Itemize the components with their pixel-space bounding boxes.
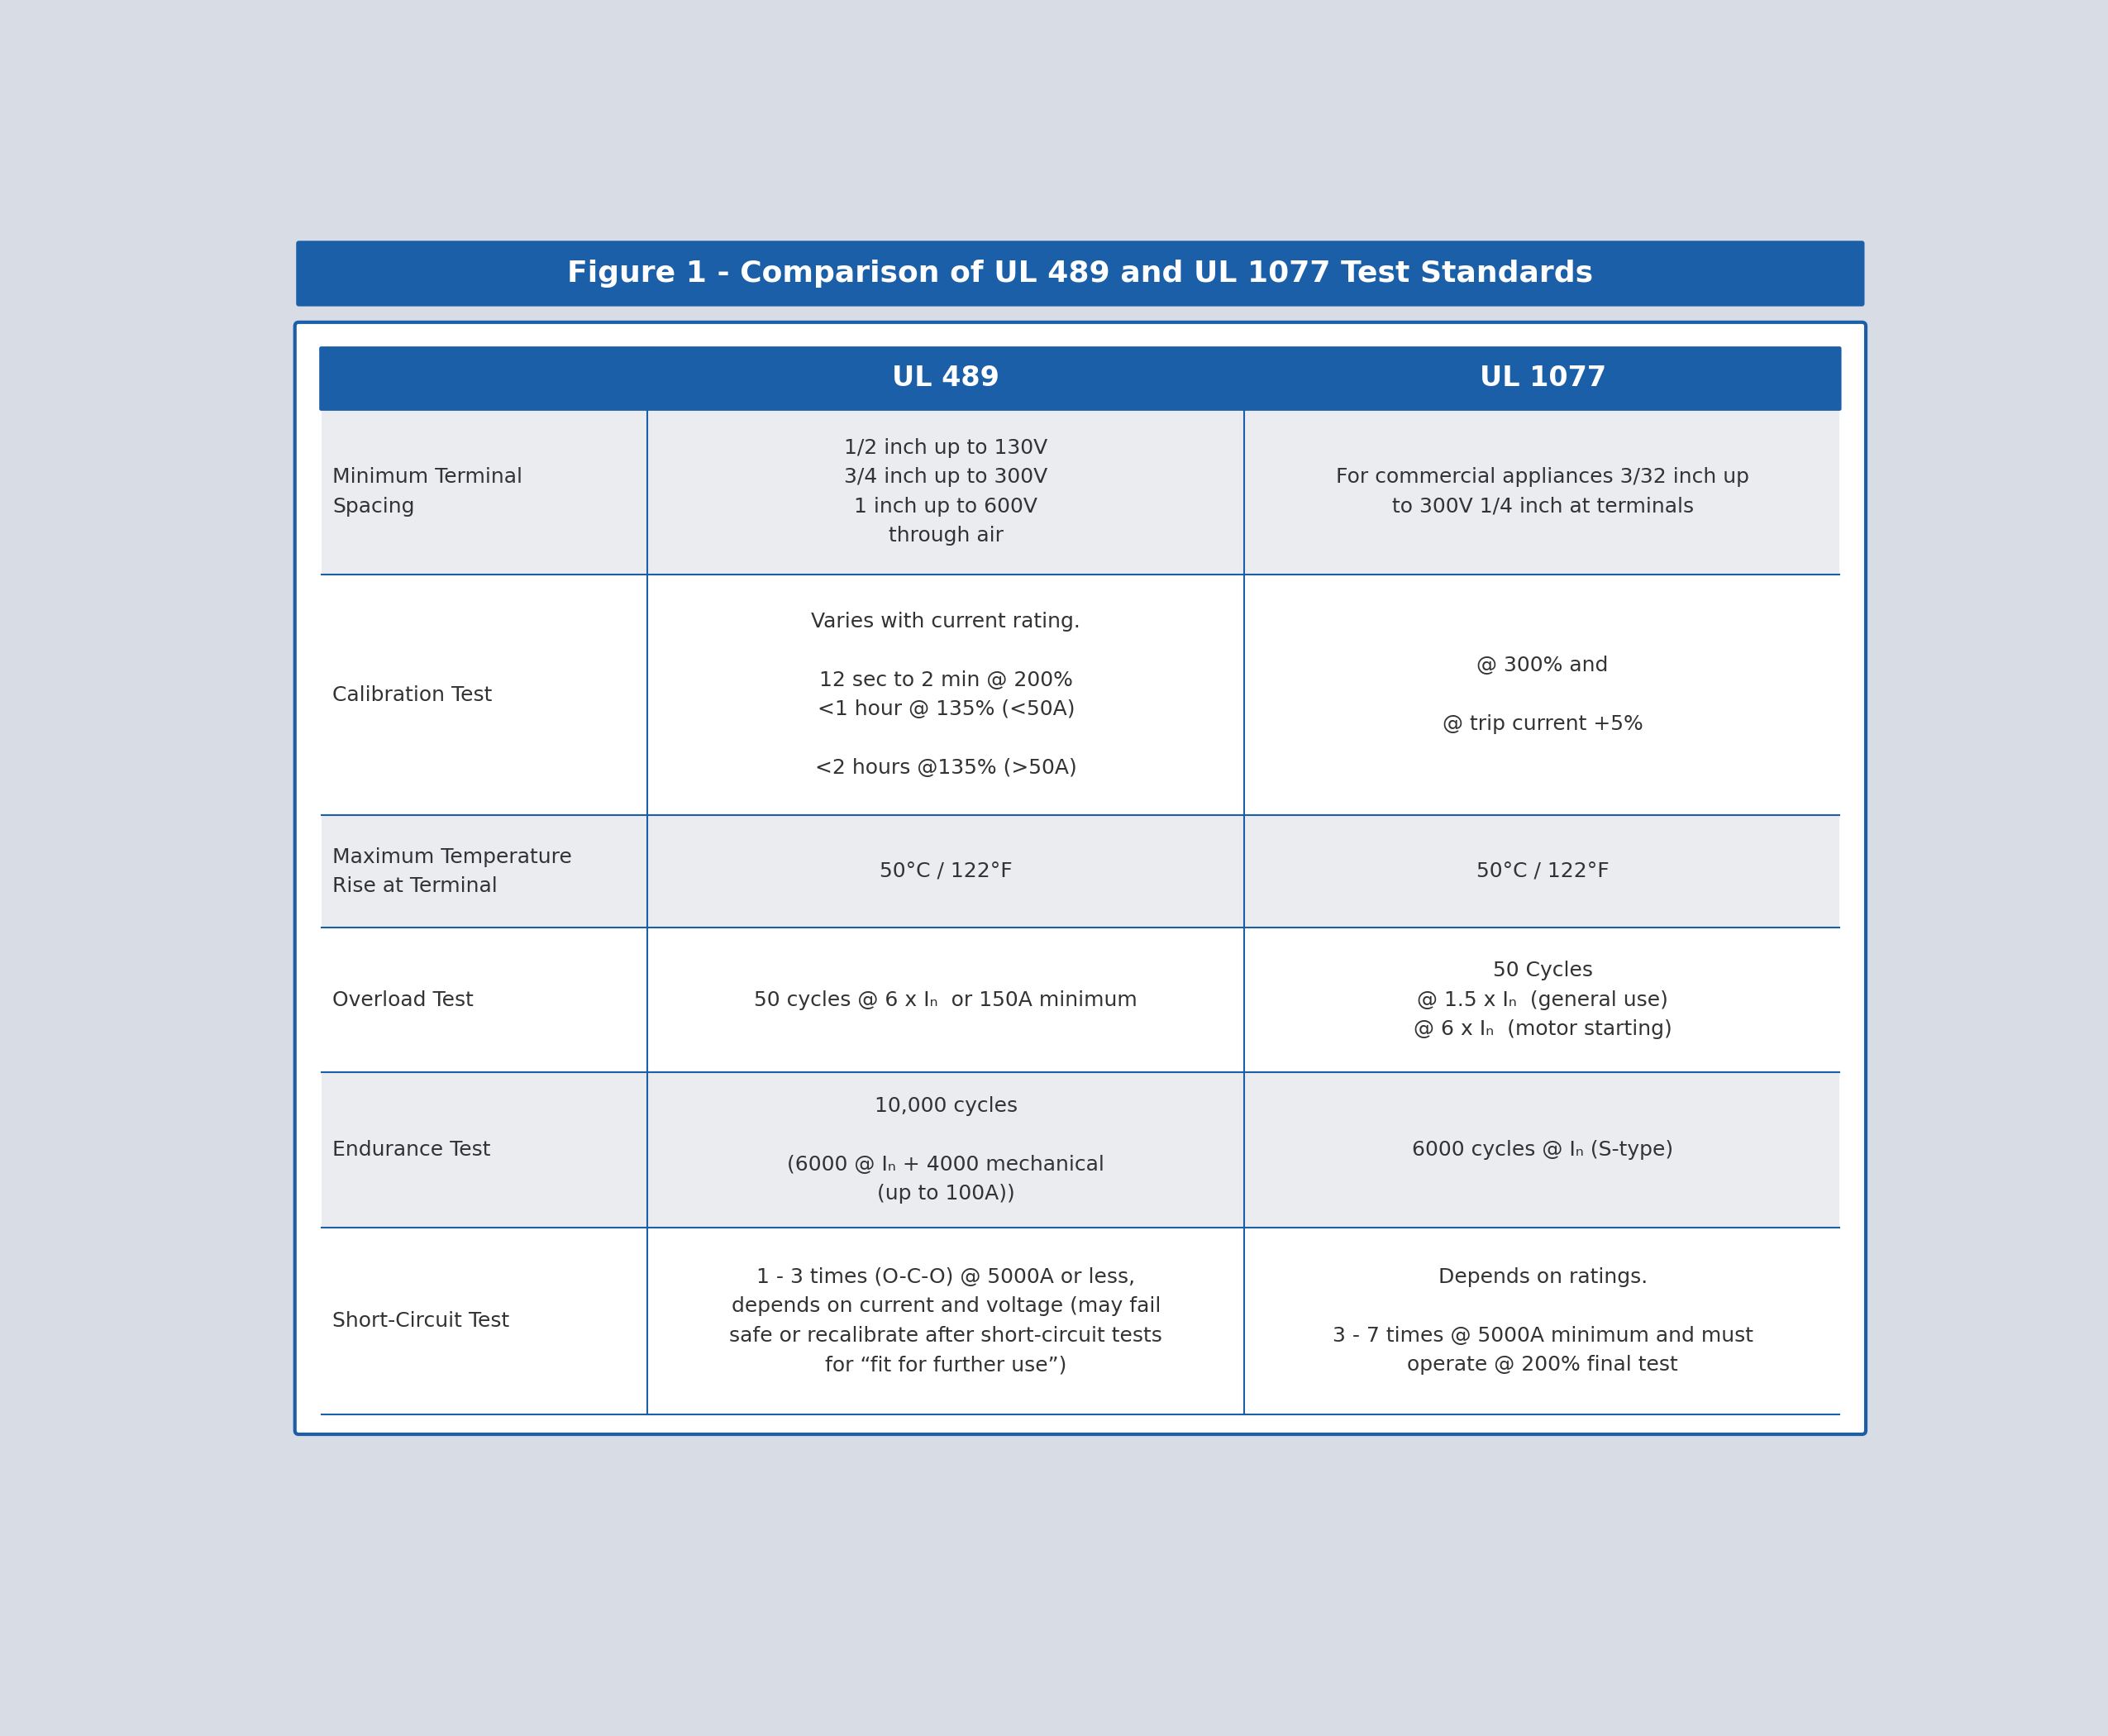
Bar [320, 927, 1840, 1073]
Text: 50 cycles @ 6 x Iₙ  or 150A minimum: 50 cycles @ 6 x Iₙ or 150A minimum [755, 990, 1138, 1010]
Bar [320, 575, 1840, 816]
Text: 6000 cycles @ Iₙ (S-type): 6000 cycles @ Iₙ (S-type) [1412, 1141, 1674, 1160]
Text: UL 489: UL 489 [892, 365, 999, 392]
FancyBboxPatch shape [295, 323, 1866, 1434]
Bar [320, 408, 1840, 575]
Text: 1/2 inch up to 130V
3/4 inch up to 300V
1 inch up to 600V
through air: 1/2 inch up to 130V 3/4 inch up to 300V … [843, 437, 1048, 545]
FancyBboxPatch shape [318, 347, 1842, 411]
Text: Calibration Test: Calibration Test [333, 686, 493, 705]
Text: For commercial appliances 3/32 inch up
to 300V 1/4 inch at terminals: For commercial appliances 3/32 inch up t… [1336, 467, 1750, 516]
Text: 1 - 3 times (O-C-O) @ 5000A or less,
depends on current and voltage (may fail
sa: 1 - 3 times (O-C-O) @ 5000A or less, dep… [729, 1267, 1162, 1375]
Text: UL 1077: UL 1077 [1480, 365, 1606, 392]
Text: 50°C / 122°F: 50°C / 122°F [1476, 861, 1608, 882]
Text: Overload Test: Overload Test [333, 990, 474, 1010]
Text: Maximum Temperature
Rise at Terminal: Maximum Temperature Rise at Terminal [333, 847, 573, 896]
Text: Figure 1 - Comparison of UL 489 and UL 1077 Test Standards: Figure 1 - Comparison of UL 489 and UL 1… [567, 259, 1594, 288]
Text: Endurance Test: Endurance Test [333, 1141, 491, 1160]
Text: 50 Cycles
@ 1.5 x Iₙ  (general use)
@ 6 x Iₙ  (motor starting): 50 Cycles @ 1.5 x Iₙ (general use) @ 6 x… [1414, 960, 1672, 1040]
Text: Short-Circuit Test: Short-Circuit Test [333, 1311, 510, 1332]
Bar [320, 1073, 1840, 1227]
Text: Minimum Terminal
Spacing: Minimum Terminal Spacing [333, 467, 523, 516]
Bar [320, 1227, 1840, 1415]
Bar [320, 816, 1840, 927]
FancyBboxPatch shape [295, 241, 1866, 306]
Text: @ 300% and

@ trip current +5%: @ 300% and @ trip current +5% [1442, 656, 1642, 734]
Text: Depends on ratings.

3 - 7 times @ 5000A minimum and must
operate @ 200% final t: Depends on ratings. 3 - 7 times @ 5000A … [1332, 1267, 1754, 1375]
Text: Varies with current rating.

12 sec to 2 min @ 200%
<1 hour @ 135% (<50A)

<2 ho: Varies with current rating. 12 sec to 2 … [812, 613, 1081, 778]
Text: 50°C / 122°F: 50°C / 122°F [879, 861, 1012, 882]
Text: 10,000 cycles

(6000 @ Iₙ + 4000 mechanical
(up to 100A)): 10,000 cycles (6000 @ Iₙ + 4000 mechanic… [786, 1095, 1105, 1203]
